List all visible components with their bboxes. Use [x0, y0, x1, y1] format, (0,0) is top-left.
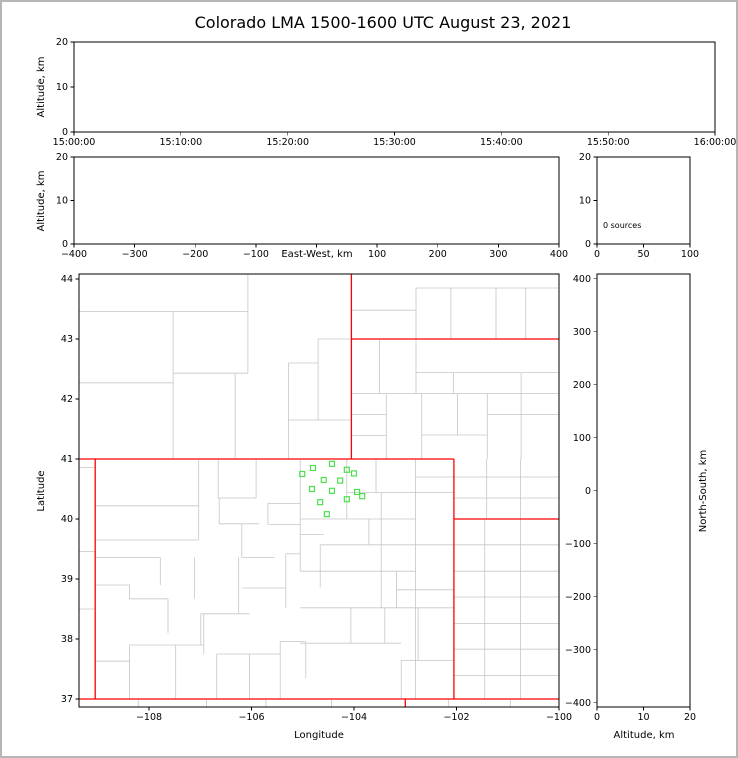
panel-map: −108 −106 −104 −102 −100 37 38 39 40 41 42 43 44 — [61, 273, 572, 723]
y-tick-label: 300 — [573, 327, 591, 338]
x-tick-label: 15:20:00 — [266, 137, 309, 148]
x-tick-label: 15:50:00 — [587, 137, 630, 148]
lma-station-marker — [328, 487, 336, 494]
lma-station-marker — [343, 466, 350, 473]
panel-time_height: 15:00:00 15:10:00 15:20:00 15:30:00 15:40:00… — [53, 37, 737, 148]
lma-station-marker — [309, 464, 317, 472]
panel-ns_height: 0 10 20 −400 −300 −200 −100 0 100 200 300 400 — [565, 273, 696, 723]
x-tick-label: 15:30:00 — [373, 137, 416, 148]
x-tick-label: 400 — [550, 249, 568, 260]
y-tick-label: 10 — [56, 196, 68, 207]
map-ylabel: Latitude — [36, 470, 47, 512]
lma-station-marker — [308, 485, 316, 493]
county-border-line — [95, 584, 168, 600]
y-tick-label: 43 — [61, 334, 73, 345]
y-tick-label: 0 — [585, 239, 591, 250]
ns-height-ylabel: North-South, km — [698, 449, 709, 533]
y-tick-label: 40 — [61, 514, 73, 525]
x-tick-label: 10 — [637, 712, 649, 723]
panel-frame — [596, 273, 691, 708]
x-tick-label: −200 — [182, 249, 208, 260]
lma-station-marker — [299, 470, 306, 478]
y-tick-label: 20 — [56, 37, 68, 48]
panel-frame — [78, 273, 560, 708]
y-tick-label: 400 — [573, 274, 591, 285]
x-tick-label: 100 — [368, 249, 386, 260]
y-tick-label: −400 — [565, 698, 591, 709]
y-tick-label: 38 — [61, 634, 73, 645]
y-tick-label: 20 — [56, 152, 68, 163]
figure-title: Colorado LMA 1500-1600 UTC August 23, 20… — [194, 13, 572, 32]
x-tick-label: 15:00:00 — [53, 137, 96, 148]
ns-height-xlabel: Altitude, km — [613, 730, 675, 741]
x-tick-label: −100 — [546, 712, 572, 723]
y-tick-label: 0 — [585, 486, 591, 497]
lma-station-marker — [320, 476, 327, 484]
panel-src_hist: 0 50 100 0 10 20 — [579, 152, 699, 260]
x-tick-label: 0 — [594, 712, 600, 723]
map-layers — [79, 274, 559, 707]
ew-height-ylabel: Altitude, km — [36, 170, 47, 232]
y-tick-label: −100 — [565, 539, 591, 550]
x-tick-label: 100 — [681, 249, 699, 260]
map-xlabel: Longitude — [294, 730, 344, 741]
y-tick-label: 44 — [61, 274, 73, 285]
y-tick-label: −300 — [565, 645, 591, 656]
x-tick-label: −400 — [61, 249, 87, 260]
sources-annotation: 0 sources — [603, 221, 642, 230]
x-tick-label: 50 — [637, 249, 649, 260]
lma-station-marker — [359, 493, 366, 500]
x-tick-label: −108 — [136, 712, 162, 723]
panel-frame — [596, 156, 691, 245]
x-tick-label: 200 — [429, 249, 447, 260]
lma-station-marker — [337, 477, 344, 484]
ew-height-xlabel: East-West, km — [281, 249, 353, 260]
y-tick-label: 42 — [61, 394, 73, 405]
y-tick-label: 10 — [56, 82, 68, 93]
y-tick-label: 0 — [62, 239, 68, 250]
lma-station-marker — [350, 470, 358, 477]
x-tick-label: 0 — [594, 249, 600, 260]
x-tick-label: 20 — [684, 712, 696, 723]
time-height-ylabel: Altitude, km — [36, 56, 47, 118]
lma-station-marker — [353, 488, 361, 496]
lma-station-marker — [323, 511, 330, 518]
x-tick-label: −106 — [238, 712, 264, 723]
y-tick-label: 200 — [573, 380, 591, 391]
y-tick-label: 39 — [61, 574, 73, 585]
y-tick-label: 100 — [573, 433, 591, 444]
x-tick-label: −300 — [122, 249, 148, 260]
y-tick-label: 20 — [579, 152, 591, 163]
x-tick-label: −104 — [341, 712, 367, 723]
x-tick-label: 16:00:00 — [694, 137, 737, 148]
y-tick-label: −200 — [565, 592, 591, 603]
lma-station-marker — [317, 499, 324, 506]
y-tick-label: 0 — [62, 127, 68, 138]
lma-station-marker — [328, 460, 336, 467]
x-tick-label: 15:40:00 — [480, 137, 523, 148]
x-tick-label: 300 — [489, 249, 507, 260]
y-tick-label: 10 — [579, 196, 591, 207]
y-tick-label: 37 — [61, 694, 73, 705]
y-tick-label: 41 — [61, 454, 73, 465]
x-tick-label: −100 — [243, 249, 269, 260]
panel-frame — [73, 41, 716, 133]
x-tick-label: 15:10:00 — [159, 137, 202, 148]
panel-ew_height: −400 −300 −200 −100 100 200 300 400 0 10 20 — [56, 152, 568, 260]
lma-station-marker — [343, 496, 350, 503]
panel-frame — [73, 156, 560, 245]
x-tick-label: −102 — [443, 712, 469, 723]
